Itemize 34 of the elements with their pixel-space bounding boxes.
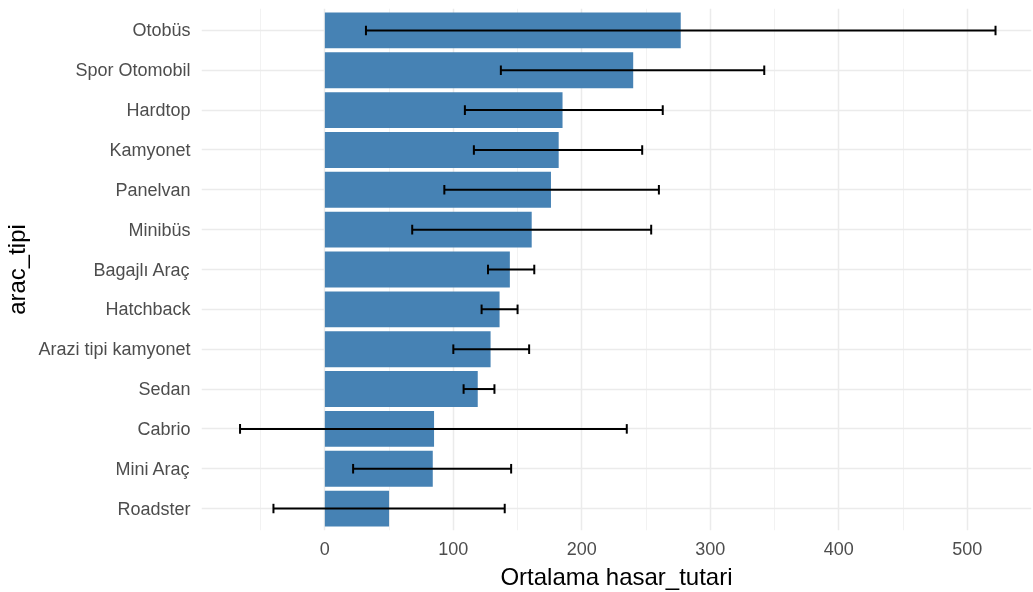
y-tick-label: Mini Araç (115, 458, 190, 479)
bar (324, 132, 559, 168)
y-tick-label: Bagajlı Araç (93, 259, 190, 280)
x-tick-label: 0 (319, 538, 330, 559)
x-axis-title: Ortalama hasar_tutari (500, 562, 733, 590)
bar (324, 490, 390, 527)
y-tick-label: Roadster (117, 498, 191, 519)
bar (324, 171, 551, 208)
bar (324, 251, 510, 288)
y-tick-label: Sedan (138, 379, 191, 400)
y-tick-label: Otobüs (132, 20, 191, 41)
bar (324, 92, 563, 129)
y-tick-label: Minibüs (128, 219, 191, 240)
x-tick-label: 200 (566, 538, 597, 559)
x-tick-label: 500 (952, 538, 983, 559)
y-axis-title: arac_tipi (3, 224, 31, 315)
x-tick-label: 400 (823, 538, 854, 559)
bar (324, 371, 478, 407)
y-tick-label: Hatchback (105, 299, 192, 320)
x-tick-label: 100 (438, 538, 469, 559)
y-tick-label: Hardtop (126, 100, 191, 121)
bar (324, 331, 491, 368)
bar (324, 450, 433, 487)
bar (324, 12, 681, 49)
bar (324, 52, 634, 89)
bar (324, 211, 532, 248)
y-tick-label: Kamyonet (109, 139, 191, 160)
bar (324, 291, 500, 328)
y-tick-label: Panelvan (115, 179, 191, 200)
y-tick-label: Arazi tipi kamyonet (38, 339, 191, 360)
x-tick-label: 300 (695, 538, 726, 559)
y-tick-label: Cabrio (137, 418, 191, 439)
bar (324, 410, 435, 447)
y-tick-label: Spor Otomobil (75, 60, 191, 81)
